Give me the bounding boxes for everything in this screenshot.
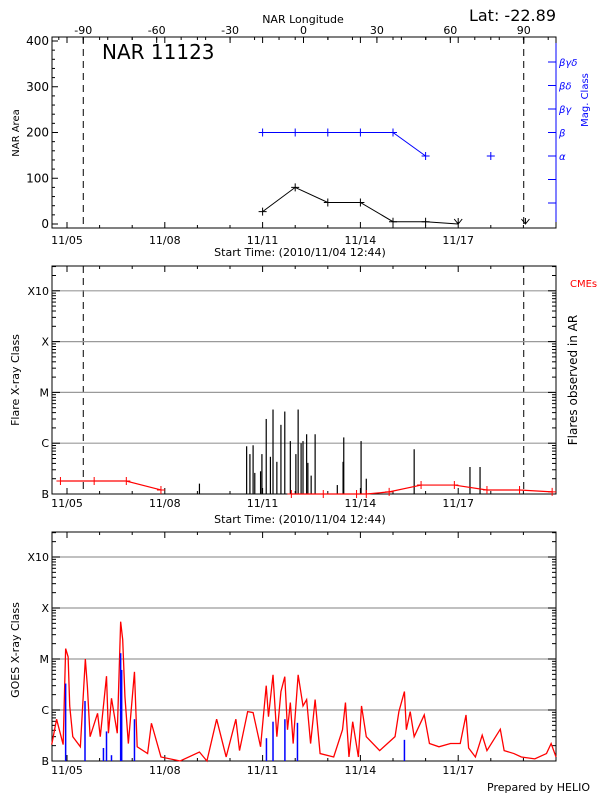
top-x-axis-label: NAR Longitude (262, 13, 344, 26)
y-tick-label: X10 (27, 551, 49, 564)
goes-xray-panel: GOES X-ray Class 11/05 11/08 11/11 11/14 11/… (9, 531, 557, 777)
y2-tick-label: α (559, 152, 566, 163)
x-tick-label: 11/05 (51, 497, 83, 510)
y-tick-label: 400 (26, 34, 49, 48)
nar-area-panel: NAR 11123 Lat: -22.89 NAR Longitude Star… (11, 6, 591, 259)
cme-marker (287, 490, 296, 498)
latitude-annotation: Lat: -22.89 (469, 6, 556, 25)
x-axis-label: Start Time: (2010/11/04 12:44) (214, 513, 386, 526)
cme-marker (482, 485, 491, 494)
x-axis-label: Start Time: (2010/11/04 12:44) (214, 246, 386, 259)
region-title: NAR 11123 (102, 40, 215, 64)
mag-class-marker (389, 128, 397, 137)
nar-area-marker (323, 198, 332, 207)
cme-line (60, 480, 162, 491)
mag-class-marker (486, 152, 495, 160)
y-tick-label: C (41, 437, 49, 450)
y-tick-label: 200 (26, 126, 49, 140)
x-tick-label: 11/14 (345, 234, 377, 247)
y-axis-label: GOES X-ray Class (9, 602, 22, 698)
cme-marker (122, 477, 131, 486)
plot-frame (51, 531, 557, 762)
goes-long-channel-line (51, 621, 557, 763)
mag-class-marker (356, 128, 365, 137)
nar-area-marker (356, 198, 365, 207)
cme-marker (156, 485, 165, 494)
y-tick-label: M (40, 386, 50, 399)
nar-area-marker (258, 207, 267, 216)
y-axis-label: NAR Area (11, 109, 22, 156)
y-axis-label: Flare X-ray Class (9, 334, 22, 426)
cme-marker (90, 477, 99, 486)
top-x-tick-label: -90 (74, 24, 92, 37)
x-tick-label: 11/14 (345, 497, 377, 510)
y-tick-label: C (41, 704, 49, 717)
y-tick-label: B (41, 488, 49, 501)
cme-marker (352, 490, 361, 498)
nar-area-marker (291, 183, 300, 192)
y-tick-label: M (40, 653, 50, 666)
y-tick-label: X (41, 336, 49, 349)
x-tick-label: 11/05 (51, 764, 83, 777)
top-x-tick-label: 90 (517, 24, 531, 37)
y2-tick-label: βγ (558, 105, 572, 116)
mag-class-line (262, 132, 426, 157)
mag-class-marker (323, 128, 332, 137)
y-tick-label: B (41, 755, 49, 768)
cme-marker (515, 485, 524, 494)
cme-marker (385, 487, 394, 496)
x-tick-label: 11/14 (345, 764, 377, 777)
y2-axis-label: Flares observed in AR (566, 315, 580, 445)
y2-tick-label: β (558, 129, 566, 140)
y-tick-label: X (41, 602, 49, 615)
y2-tick-label: βγδ (558, 58, 577, 69)
y-tick-label: 0 (41, 217, 49, 231)
cmes-legend: CMEs (570, 279, 597, 290)
cme-line (291, 484, 553, 495)
top-x-tick-label: -60 (148, 24, 166, 37)
plot-frame (51, 265, 557, 495)
cme-marker (417, 481, 426, 490)
y-tick-label: 100 (26, 171, 49, 185)
mag-class-marker (421, 152, 430, 160)
x-tick-label: 11/11 (247, 497, 279, 510)
nar-area-marker (421, 217, 430, 226)
x-tick-label: 11/08 (149, 497, 181, 510)
x-tick-label: 11/08 (149, 764, 181, 777)
nar-area-limit-marker (453, 218, 463, 225)
x-tick-label: 11/11 (247, 764, 279, 777)
nar-area-marker (389, 217, 397, 226)
top-x-tick-label: 30 (370, 24, 384, 37)
y-tick-label: X10 (27, 285, 49, 298)
y2-tick-label: βδ (558, 82, 572, 93)
mag-class-marker (291, 128, 300, 137)
flare-class-panel: Start Time: (2010/11/04 12:44) Flare X-r… (9, 265, 597, 526)
x-tick-label: 11/17 (442, 497, 474, 510)
x-tick-label: 11/05 (51, 234, 83, 247)
y-tick-label: 300 (26, 80, 49, 94)
x-tick-label: 11/11 (247, 234, 279, 247)
top-x-tick-label: 60 (443, 24, 457, 37)
x-tick-label: 11/08 (149, 234, 181, 247)
x-tick-label: 11/17 (442, 764, 474, 777)
nar-area-limit-marker (521, 218, 530, 225)
x-tick-label: 11/17 (442, 234, 474, 247)
prepared-by-credit: Prepared by HELIO (487, 781, 590, 794)
top-x-tick-label: -30 (221, 24, 239, 37)
cme-marker (56, 477, 65, 486)
cme-marker (319, 490, 328, 498)
cme-marker (450, 481, 459, 490)
top-x-tick-label: 0 (300, 24, 307, 37)
cme-marker (548, 487, 557, 496)
cme-marker (362, 490, 371, 498)
mag-class-marker (258, 128, 267, 137)
y2-axis-label: Mag. Class (580, 73, 591, 127)
